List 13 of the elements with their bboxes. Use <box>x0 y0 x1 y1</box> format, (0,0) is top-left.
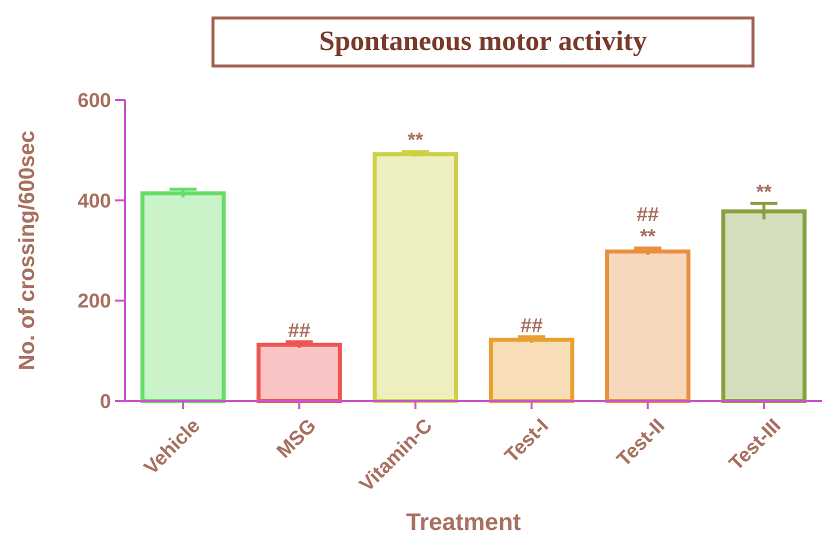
annotation: ** <box>640 226 656 248</box>
annotation: ## <box>636 204 659 226</box>
chart-title: Spontaneous motor activity <box>319 26 647 57</box>
y-tick-label: 200 <box>78 290 111 313</box>
x-axis-title: Treatment <box>406 509 521 536</box>
annotation: ## <box>520 314 543 337</box>
y-tick-label: 400 <box>78 190 111 212</box>
y-tick-label: 0 <box>100 391 111 413</box>
annotation: ** <box>756 181 772 204</box>
y-axis-title: No. of crossing/600sec <box>14 130 39 370</box>
annotation: ## <box>288 320 310 342</box>
annotation: ** <box>408 130 424 152</box>
y-tick-label: 600 <box>78 90 111 112</box>
